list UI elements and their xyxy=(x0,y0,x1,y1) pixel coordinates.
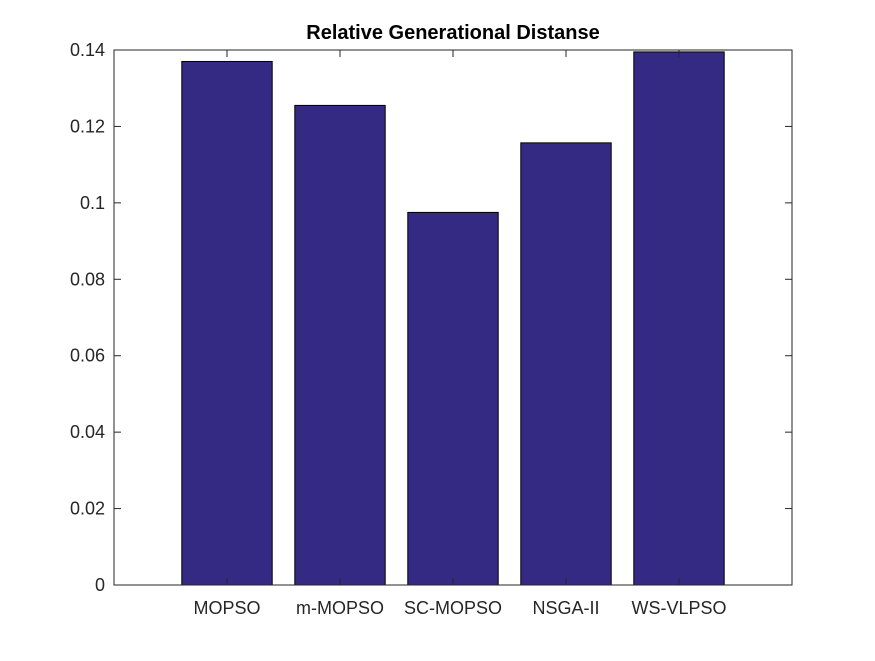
bars-layer xyxy=(181,51,725,586)
bar-m-mopso xyxy=(294,104,386,586)
x-tick-label: SC-MOPSO xyxy=(404,598,502,618)
y-tick-label: 0.12 xyxy=(70,116,105,136)
bar-nsga-ii xyxy=(520,142,612,586)
y-tick-label: 0.1 xyxy=(80,193,105,213)
chart-title: Relative Generational Distanse xyxy=(306,22,599,44)
y-tick-label: 0.04 xyxy=(70,422,105,442)
x-tick-label: MOPSO xyxy=(193,598,260,618)
x-tick-label: NSGA-II xyxy=(532,598,599,618)
x-tick-label: m-MOPSO xyxy=(296,598,384,618)
y-tick-label: 0.02 xyxy=(70,499,105,519)
x-tick-label: WS-VLPSO xyxy=(631,598,726,618)
y-tick-label: 0.14 xyxy=(70,40,105,60)
y-tick-label: 0.08 xyxy=(70,269,105,289)
bar-ws-vlpso xyxy=(633,51,725,586)
labels-layer: 0 0.02 0.04 0.06 0.08 0.1 0.12 0.14 MOPSO m-MOPSO… xyxy=(70,40,727,618)
y-tick-label: 0.06 xyxy=(70,346,105,366)
bar-mopso xyxy=(181,60,273,586)
bar-sc-mopso xyxy=(407,211,499,586)
axes-layer xyxy=(113,49,793,586)
y-tick-label: 0 xyxy=(95,575,105,595)
